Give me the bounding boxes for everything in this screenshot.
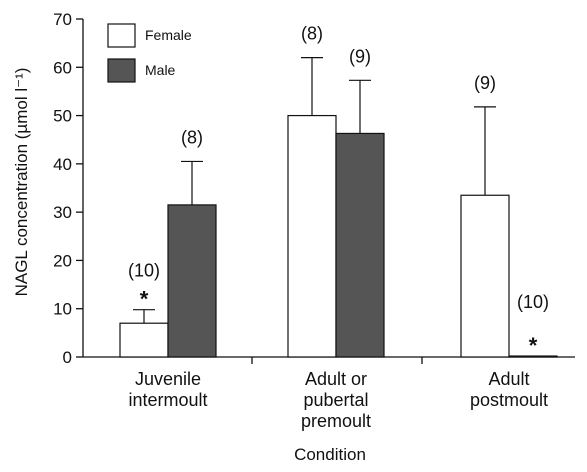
bar-female <box>287 114 337 358</box>
legend-label-male: Male <box>145 62 176 78</box>
category-label: Adult <box>488 369 529 389</box>
significance-mark: * <box>140 287 149 312</box>
bar-female <box>119 322 169 358</box>
category-label: premoult <box>301 411 371 431</box>
y-tick-label: 20 <box>53 251 72 270</box>
y-tick-label: 40 <box>53 155 72 174</box>
sample-size-label: (8) <box>301 24 323 44</box>
sample-size-label: (8) <box>181 127 203 147</box>
y-tick-label: 50 <box>53 107 72 126</box>
y-tick-label: 60 <box>53 58 72 77</box>
category-label: pubertal <box>303 390 368 410</box>
sample-size-label: (10) <box>128 261 160 281</box>
category-label: Juvenile <box>135 369 201 389</box>
legend-label-female: Female <box>145 27 192 43</box>
y-tick-label: 0 <box>63 348 72 367</box>
category-label: intermoult <box>128 390 207 410</box>
significance-mark: * <box>529 333 538 358</box>
legend-swatch-female <box>107 23 136 48</box>
category-label: Adult or <box>305 369 367 389</box>
y-tick-label: 10 <box>53 300 72 319</box>
bar-male <box>167 204 217 358</box>
axes: 0 10 20 30 40 50 60 70 NAGL concentration (µmol … <box>12 10 575 464</box>
bar-male <box>508 355 558 358</box>
sample-size-label: (9) <box>474 73 496 93</box>
sample-size-label: (9) <box>349 46 371 66</box>
y-tick-label: 70 <box>53 10 72 29</box>
bars <box>119 57 558 358</box>
sample-size-label: (10) <box>517 292 549 312</box>
y-tick-label: 30 <box>53 203 72 222</box>
legend-swatch-male <box>107 58 136 83</box>
bar-female <box>460 194 510 358</box>
legend: Female Male <box>107 23 192 83</box>
category-label: postmoult <box>470 390 548 410</box>
y-axis-title: NAGL concentration (µmol l⁻¹) <box>12 68 31 297</box>
bar-male <box>335 132 385 358</box>
x-axis-title: Condition <box>294 445 366 464</box>
